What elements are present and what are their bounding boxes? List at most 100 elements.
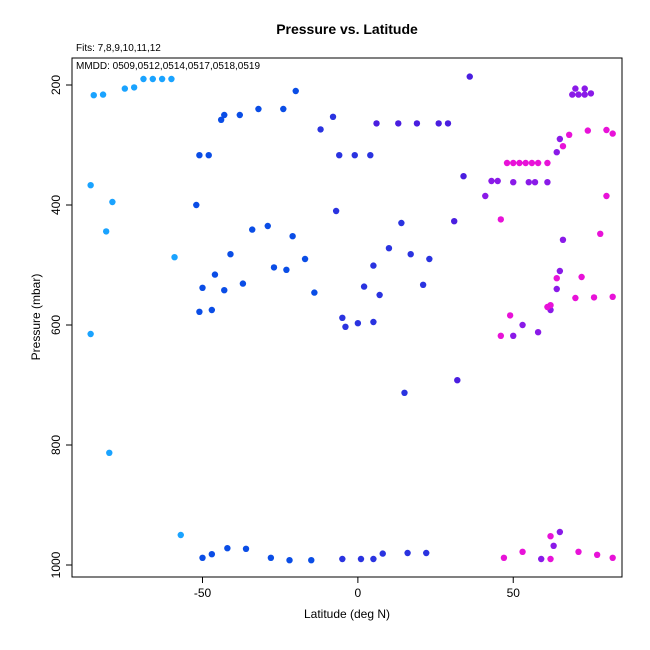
data-point	[503, 159, 511, 167]
data-point	[575, 91, 582, 98]
data-point	[497, 332, 505, 339]
data-point	[609, 554, 616, 561]
data-point	[370, 555, 377, 563]
data-point	[224, 545, 231, 552]
data-point	[531, 179, 539, 186]
data-point	[373, 120, 380, 127]
data-point	[587, 90, 595, 97]
data-point	[336, 152, 343, 159]
data-point	[193, 201, 200, 209]
data-point	[413, 120, 421, 127]
data-point	[593, 551, 601, 558]
data-point	[547, 555, 554, 563]
fits-subtitle: Fits: 7,8,9,10,11,12	[76, 43, 161, 54]
data-point	[149, 75, 156, 83]
data-point	[354, 320, 362, 327]
data-point	[559, 143, 567, 150]
data-point	[317, 126, 324, 133]
y-axis: 200 400 600 800 1000	[49, 75, 73, 578]
data-point	[556, 528, 564, 536]
data-point	[121, 85, 129, 92]
data-point	[395, 120, 402, 127]
data-point	[311, 289, 318, 296]
data-point	[584, 127, 592, 134]
data-point	[221, 111, 228, 119]
data-point	[559, 236, 567, 243]
data-point	[500, 554, 508, 561]
data-point	[603, 192, 610, 200]
data-point	[550, 542, 557, 549]
data-point	[510, 179, 517, 186]
data-point	[525, 179, 532, 186]
mmdd-annotation: MMDD: 0509,0512,0514,0517,0518,0519	[76, 61, 260, 72]
data-point	[466, 73, 473, 80]
data-point	[351, 152, 358, 159]
data-point	[199, 554, 206, 561]
x-tick-label: -50	[194, 586, 212, 600]
data-point	[90, 92, 97, 99]
data-point	[553, 149, 560, 156]
data-point	[109, 198, 116, 206]
data-point	[510, 159, 517, 167]
data-point	[99, 91, 107, 98]
data-point	[569, 91, 576, 98]
data-point	[177, 531, 184, 539]
data-point	[385, 245, 393, 252]
data-point	[419, 281, 427, 288]
data-point	[140, 75, 147, 83]
data-point	[572, 85, 579, 92]
data-point	[423, 549, 430, 557]
data-point	[379, 550, 386, 557]
data-point	[286, 557, 293, 564]
data-point	[497, 216, 505, 223]
data-point	[236, 111, 243, 119]
y-tick-label: 800	[49, 435, 63, 455]
data-point	[590, 294, 598, 301]
data-point	[581, 85, 588, 92]
data-point	[581, 91, 588, 98]
data-point	[208, 306, 216, 314]
data-point	[609, 293, 616, 300]
data-point	[556, 135, 564, 143]
data-point	[357, 555, 365, 563]
data-point	[528, 159, 536, 167]
data-point	[196, 152, 203, 159]
data-point	[556, 267, 564, 275]
data-point	[211, 271, 219, 278]
data-point	[199, 284, 206, 291]
data-point	[494, 177, 501, 185]
data-point	[264, 222, 271, 230]
data-point	[519, 321, 526, 329]
chart-title: Pressure vs. Latitude	[276, 21, 418, 37]
data-point	[339, 314, 346, 321]
data-point	[301, 255, 309, 263]
data-point	[308, 557, 315, 564]
data-point	[398, 219, 405, 227]
data-point	[404, 549, 411, 557]
data-point	[609, 130, 616, 137]
data-point	[510, 332, 517, 339]
x-tick-label: 50	[507, 586, 521, 600]
data-point	[482, 192, 489, 200]
data-point	[547, 533, 554, 540]
data-point	[339, 555, 346, 563]
data-point	[196, 308, 203, 315]
data-point	[572, 294, 579, 302]
data-point	[102, 228, 110, 235]
data-point	[454, 377, 461, 384]
data-point	[603, 126, 610, 134]
data-point	[242, 545, 250, 552]
x-tick-label: 0	[355, 586, 362, 600]
data-point	[87, 330, 94, 338]
data-point	[370, 318, 377, 326]
data-point	[578, 273, 585, 281]
data-point	[270, 264, 278, 271]
data-point	[597, 230, 604, 237]
data-point	[534, 329, 542, 336]
data-point	[376, 291, 383, 299]
data-point	[168, 75, 175, 83]
x-axis-label: Latitude (deg N)	[304, 607, 390, 621]
data-point	[217, 116, 225, 124]
